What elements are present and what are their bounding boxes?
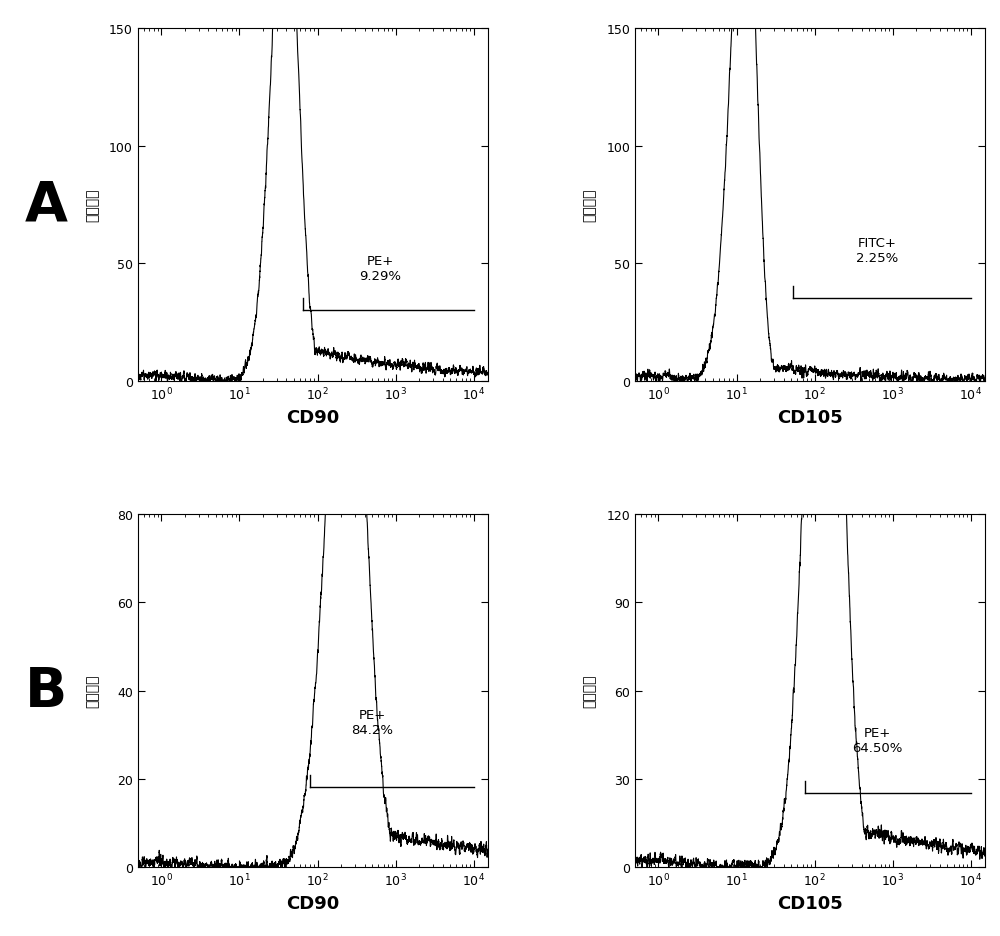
Text: PE+
64.50%: PE+ 64.50%: [852, 726, 902, 754]
Text: A: A: [25, 178, 68, 232]
X-axis label: CD90: CD90: [286, 408, 339, 426]
Text: 细胞数量: 细胞数量: [582, 674, 596, 708]
Text: 细胞数量: 细胞数量: [582, 188, 596, 222]
Text: PE+
9.29%: PE+ 9.29%: [359, 255, 401, 283]
X-axis label: CD105: CD105: [777, 408, 843, 426]
Text: 细胞数量: 细胞数量: [85, 674, 99, 708]
Text: PE+
84.2%: PE+ 84.2%: [351, 709, 393, 737]
X-axis label: CD90: CD90: [286, 894, 339, 912]
Text: 细胞数量: 细胞数量: [85, 188, 99, 222]
Text: FITC+
2.25%: FITC+ 2.25%: [856, 237, 898, 265]
Text: B: B: [25, 664, 67, 718]
X-axis label: CD105: CD105: [777, 894, 843, 912]
